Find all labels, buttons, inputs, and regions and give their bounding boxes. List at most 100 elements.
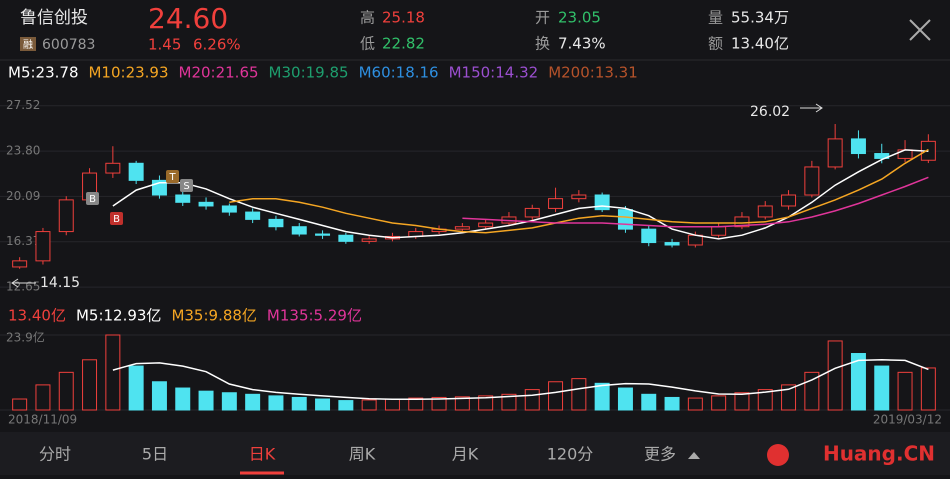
tab-bar bbox=[0, 432, 950, 475]
volume-bar bbox=[384, 398, 400, 411]
candle-body bbox=[617, 209, 633, 230]
tab[interactable]: 分时 bbox=[39, 445, 71, 464]
label: 高 bbox=[360, 9, 375, 27]
volume-bar bbox=[58, 371, 74, 411]
candle-body bbox=[12, 260, 28, 268]
low: 22.82 bbox=[382, 35, 425, 53]
close-button[interactable] bbox=[909, 19, 931, 41]
badge-bg bbox=[20, 37, 36, 51]
vol-label: 13.40亿 bbox=[8, 307, 66, 325]
volume-bar bbox=[524, 389, 540, 411]
ma-legend: M5:23.78 M10:23.93 M20:21.65 M30:19.85 M60:1… bbox=[8, 64, 638, 82]
volume-bar bbox=[711, 395, 727, 411]
volume-bar bbox=[245, 393, 261, 411]
ma-label: M60:18.16 bbox=[359, 64, 439, 82]
candle-body bbox=[594, 194, 610, 211]
volume: 55.34万 bbox=[731, 9, 789, 27]
signal-bg bbox=[86, 192, 99, 205]
candle-body bbox=[105, 162, 121, 174]
candle-body bbox=[850, 138, 866, 155]
candle-body bbox=[338, 234, 354, 242]
candle-body bbox=[245, 211, 261, 220]
candle-body bbox=[734, 216, 750, 228]
tab[interactable]: 120分 bbox=[547, 445, 594, 464]
volume-bar bbox=[920, 367, 936, 411]
candle-body bbox=[175, 194, 191, 203]
ma-line bbox=[462, 176, 929, 228]
open: 23.05 bbox=[558, 9, 601, 27]
caret bbox=[688, 452, 700, 459]
y-tick-label: 16.37 bbox=[6, 234, 40, 248]
volume-bar bbox=[408, 397, 424, 411]
candle-body bbox=[35, 231, 51, 262]
tab[interactable]: 日K bbox=[249, 445, 276, 464]
ma-label: M10:23.93 bbox=[88, 64, 168, 82]
volume-bar bbox=[315, 398, 331, 411]
volume-bar bbox=[664, 396, 680, 411]
candle-body bbox=[268, 218, 284, 228]
volume-bar bbox=[571, 378, 587, 411]
vol-legend: 13.40亿 M5:12.93亿 M35:9.88亿 M135:5.29亿 bbox=[8, 307, 362, 325]
ma-line bbox=[112, 149, 929, 240]
y-tick-label: 20.09 bbox=[6, 189, 40, 203]
y-tick-label: 12.65 bbox=[6, 280, 40, 294]
stock-code: 600783 bbox=[42, 37, 95, 53]
tab[interactable]: 周K bbox=[349, 445, 376, 464]
volume-bar bbox=[454, 396, 470, 411]
volume-bar bbox=[594, 382, 610, 411]
volume-bar bbox=[268, 395, 284, 411]
change-pct: 6.26% bbox=[193, 36, 241, 54]
tab[interactable]: 月K bbox=[452, 445, 479, 464]
candle-body bbox=[221, 205, 237, 213]
candle-body bbox=[524, 207, 540, 218]
candle-body bbox=[548, 198, 564, 209]
volume-bar bbox=[175, 387, 191, 411]
change: 1.45 bbox=[148, 36, 181, 54]
volume-bar bbox=[617, 387, 633, 411]
label: 换 bbox=[535, 35, 550, 53]
vol-label: M135:5.29亿 bbox=[267, 307, 362, 325]
tab[interactable]: 更多 bbox=[644, 445, 676, 464]
candle-body bbox=[664, 242, 680, 246]
volume-bar bbox=[897, 371, 913, 411]
volume-bar bbox=[757, 389, 773, 411]
record-button[interactable] bbox=[767, 444, 789, 466]
ma-label: M20:21.65 bbox=[179, 64, 259, 82]
candle-body bbox=[711, 226, 727, 236]
volume-bar bbox=[128, 365, 144, 411]
ma-line bbox=[229, 148, 929, 234]
watermark: Huang.CN bbox=[823, 442, 935, 466]
arrow bbox=[11, 278, 36, 288]
ma-label: M5:23.78 bbox=[8, 64, 78, 82]
signal: S bbox=[183, 181, 189, 192]
ma-label: M200:13.31 bbox=[548, 64, 638, 82]
volume-bar bbox=[874, 365, 890, 411]
volume-bar bbox=[641, 393, 657, 411]
volume-bar bbox=[827, 340, 843, 411]
y-tick-label: 23.80 bbox=[6, 144, 40, 158]
volume-bar bbox=[198, 390, 214, 411]
candle-body bbox=[827, 138, 843, 168]
signal: T bbox=[168, 172, 176, 183]
tabs: 分时 5日 日K 周K 月K 120分 更多 bbox=[39, 445, 700, 475]
candle-body bbox=[804, 166, 820, 196]
label: 低 bbox=[360, 35, 375, 53]
candle-body bbox=[641, 228, 657, 244]
candle-body bbox=[128, 162, 144, 181]
vol-label: M35:9.88亿 bbox=[171, 307, 256, 325]
volume-bar bbox=[687, 397, 703, 411]
ma-line bbox=[112, 359, 929, 401]
low-annotation: 14.15 bbox=[40, 275, 80, 291]
signal: B bbox=[113, 214, 120, 225]
volume-bar bbox=[291, 396, 307, 411]
candle-body bbox=[781, 194, 797, 207]
ma-label: M30:19.85 bbox=[269, 64, 349, 82]
candle-body bbox=[454, 226, 470, 230]
volume-bar bbox=[151, 381, 167, 411]
candle-body bbox=[478, 222, 494, 228]
ma-label: M150:14.32 bbox=[449, 64, 539, 82]
volume-bar bbox=[501, 393, 517, 411]
tab[interactable]: 5日 bbox=[142, 445, 168, 464]
v-tick-label: 23.9亿 bbox=[6, 330, 45, 345]
